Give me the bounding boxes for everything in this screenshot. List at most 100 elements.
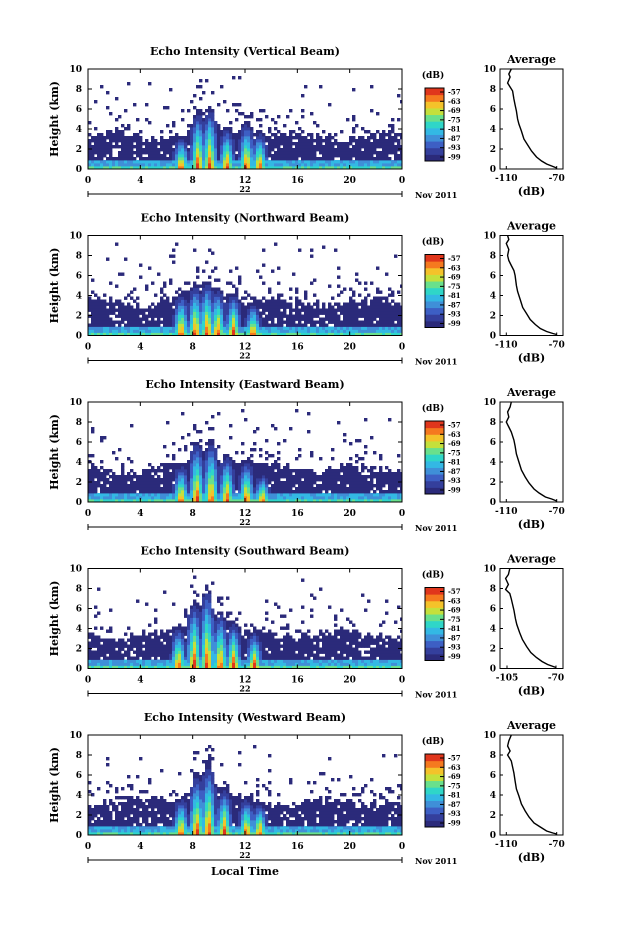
x-tick-label: 12 xyxy=(239,842,252,852)
date-label: 22 xyxy=(239,850,250,860)
y-tick-label: 4 xyxy=(76,125,82,135)
y-tick-label: 4 xyxy=(76,791,82,801)
x-tick-label: 20 xyxy=(343,509,356,519)
colorbar-segment xyxy=(425,107,444,116)
colorbar-segment xyxy=(425,647,444,655)
colorbar-tick-label: -69 xyxy=(448,273,461,282)
profile-y-tick-label: 4 xyxy=(490,125,496,135)
colorbar-segment xyxy=(425,294,444,302)
y-tick-label: 2 xyxy=(76,811,82,821)
month-label: Nov 2011 xyxy=(415,523,457,533)
profile-y-tick-label: 6 xyxy=(490,105,496,115)
colorbar-segment xyxy=(425,600,444,608)
colorbar-tick-label: -99 xyxy=(448,153,461,162)
colorbar-segment xyxy=(425,267,444,275)
colorbar-tick-label: -99 xyxy=(448,652,461,661)
colorbar-tick-label: -57 xyxy=(448,421,461,430)
colorbar-tick-label: -75 xyxy=(448,615,461,624)
y-tick-label: 2 xyxy=(76,312,82,322)
x-tick-label: 20 xyxy=(343,343,356,353)
colorbar-tick-label: -93 xyxy=(448,476,461,485)
profile-x-label: (dB) xyxy=(518,851,545,864)
profile-y-tick-label: 8 xyxy=(490,418,496,428)
colorbar-tick-label: -75 xyxy=(448,282,461,291)
colorbar-segment xyxy=(425,287,444,295)
colorbar-frame xyxy=(424,753,445,828)
eastward-beam-panel: Echo Intensity (Eastward Beam) 0 2 4 6 8 10 Hei… xyxy=(48,378,565,533)
profile-y-tick-label: 6 xyxy=(490,605,496,615)
colorbar-segment xyxy=(425,813,444,821)
colorbar-segment xyxy=(425,427,444,435)
profile-y-tick-label: 4 xyxy=(490,625,496,635)
x-tick-label: 0 xyxy=(399,176,405,186)
y-tick-label: 0 xyxy=(76,498,82,508)
colorbar-tick-label: -75 xyxy=(448,781,461,790)
colorbar-segment xyxy=(425,487,444,495)
heatmap-field xyxy=(88,409,402,502)
colorbar-label: (dB) xyxy=(422,70,444,81)
profile-x-tick-label: -70 xyxy=(549,507,565,517)
x-tick-label: 4 xyxy=(137,509,143,519)
profile-y-tick-label: 2 xyxy=(490,312,496,322)
profile-title: Average xyxy=(506,386,556,399)
profile-y-tick-label: 2 xyxy=(490,811,496,821)
x-tick-label: 16 xyxy=(291,676,304,686)
heatmap-field xyxy=(88,745,402,835)
profile-y-tick-label: 2 xyxy=(490,145,496,155)
heatmap-field xyxy=(88,242,402,336)
southward-beam-panel: Echo Intensity (Southward Beam) 0 2 4 6 8 10 He… xyxy=(48,545,564,700)
y-tick-label: 8 xyxy=(76,418,82,428)
profile-frame xyxy=(499,68,564,170)
x-tick-label: 4 xyxy=(137,676,143,686)
profile-title: Average xyxy=(506,53,556,66)
colorbar-tick-label: -75 xyxy=(448,115,461,124)
x-axis-label: Local Time xyxy=(211,865,279,878)
profile-x-tick-label: -70 xyxy=(548,674,564,684)
x-tick-label: 4 xyxy=(137,842,143,852)
y-tick-label: 6 xyxy=(76,105,82,115)
date-label: 22 xyxy=(239,517,250,527)
colorbar-tick-label: -57 xyxy=(448,254,461,263)
colorbar-tick-label: -87 xyxy=(448,800,461,809)
x-tick-label: 12 xyxy=(239,343,252,353)
x-tick-label: 8 xyxy=(190,176,196,186)
profile-y-tick-label: 6 xyxy=(490,272,496,282)
colorbar-segment xyxy=(425,633,444,642)
colorbar-segment xyxy=(425,800,444,808)
x-tick-label: 16 xyxy=(291,343,304,353)
profile-y-tick-label: 8 xyxy=(490,751,496,761)
colorbar-segment xyxy=(425,760,444,768)
profile-frame xyxy=(499,235,564,336)
panel-title: Echo Intensity (Eastward Beam) xyxy=(145,378,344,391)
colorbar-segment xyxy=(425,793,444,801)
colorbar-segment xyxy=(425,587,444,595)
profile-frame xyxy=(499,568,564,669)
colorbar-tick-label: -81 xyxy=(448,291,461,300)
profile-y-tick-label: 0 xyxy=(490,332,496,342)
profile-x-label: (dB) xyxy=(518,685,545,698)
x-tick-label: 4 xyxy=(137,176,143,186)
x-tick-label: 0 xyxy=(85,842,91,852)
month-label: Nov 2011 xyxy=(415,357,457,367)
colorbar-label: (dB) xyxy=(422,403,444,414)
colorbar-segment xyxy=(425,460,444,468)
profile-y-tick-label: 4 xyxy=(490,458,496,468)
colorbar-label: (dB) xyxy=(422,237,444,248)
colorbar-segment xyxy=(425,820,444,828)
colorbar-segment xyxy=(425,88,444,96)
colorbar-segment xyxy=(425,307,444,315)
colorbar-segment xyxy=(425,640,444,648)
profile-y-tick-label: 10 xyxy=(483,398,496,408)
x-tick-label: 0 xyxy=(399,676,405,686)
colorbar-segment xyxy=(425,261,444,269)
colorbar-segment xyxy=(425,754,444,762)
profile-y-tick-label: 6 xyxy=(490,771,496,781)
colorbar-segment xyxy=(425,134,444,142)
profile-y-tick-label: 0 xyxy=(490,665,496,675)
x-tick-label: 12 xyxy=(239,176,252,186)
y-tick-label: 8 xyxy=(76,751,82,761)
y-axis-label: Height (km) xyxy=(48,81,61,157)
colorbar-segment xyxy=(425,254,444,262)
colorbar-tick-label: -63 xyxy=(448,763,461,772)
